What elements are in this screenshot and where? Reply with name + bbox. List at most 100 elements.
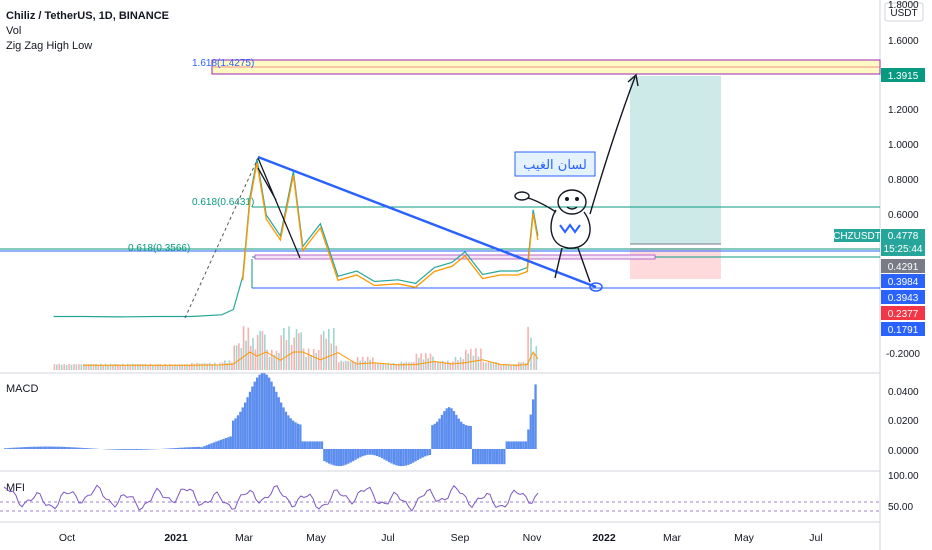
cartoon-drawing xyxy=(514,73,639,283)
macd-bar xyxy=(512,441,516,449)
macd-bar xyxy=(172,448,175,449)
volume-bar xyxy=(288,326,290,370)
date-tick: 2021 xyxy=(164,532,188,544)
volume-bar xyxy=(139,364,142,370)
stop-zone[interactable] xyxy=(630,248,721,279)
target-zone[interactable] xyxy=(630,76,721,244)
macd-tick: 0.0400 xyxy=(888,387,919,398)
descending-trendline[interactable] xyxy=(257,155,597,289)
volume-bar xyxy=(400,361,403,370)
mfi-line xyxy=(3,484,539,512)
volume-bar xyxy=(465,349,467,370)
volume-indicator-label[interactable]: Vol xyxy=(6,25,22,37)
macd-bar xyxy=(176,447,180,449)
macd-bar xyxy=(311,441,314,449)
macd-bar xyxy=(308,441,312,449)
volume-bar xyxy=(530,337,532,370)
volume-bar xyxy=(226,363,228,370)
symbol-badge-text: CHZUSDT xyxy=(833,231,881,242)
macd-bar xyxy=(119,449,122,450)
macd-bar xyxy=(371,449,374,455)
macd-bar xyxy=(128,449,132,450)
macd-bar xyxy=(479,449,482,465)
volume-bar xyxy=(283,327,285,370)
arabic-note-box[interactable] xyxy=(514,151,596,177)
macd-bar xyxy=(248,391,252,449)
volume-bar xyxy=(56,364,58,370)
macd-bar xyxy=(316,441,319,449)
volume-bar xyxy=(104,363,107,370)
volume-bar xyxy=(206,363,208,370)
currency-selector[interactable] xyxy=(884,2,924,22)
macd-bar xyxy=(404,449,408,466)
mfi-pane-label[interactable]: MFI xyxy=(6,482,25,494)
macd-bar xyxy=(354,449,357,460)
volume-bar xyxy=(247,327,250,370)
macd-bar xyxy=(112,449,115,450)
volume-bar xyxy=(495,361,497,370)
volume-bar xyxy=(492,362,495,370)
volume-bar xyxy=(408,362,410,370)
volume-bar xyxy=(515,364,517,370)
volume-bar xyxy=(256,335,259,370)
macd-bar xyxy=(503,449,506,465)
volume-bar xyxy=(392,362,395,370)
macd-bar xyxy=(20,447,24,449)
zigzag-indicator-label[interactable]: Zig Zag High Low xyxy=(6,40,93,52)
volume-bar xyxy=(268,356,271,370)
macd-bar xyxy=(11,447,14,449)
macd-bar xyxy=(64,446,67,449)
volume-bar xyxy=(87,364,90,370)
macd-bar xyxy=(256,377,259,449)
macd-bar xyxy=(488,449,492,465)
macd-bar xyxy=(280,402,283,449)
macd-bar xyxy=(224,438,228,449)
volume-bar xyxy=(183,364,186,370)
volume-bar xyxy=(152,364,154,370)
macd-bar xyxy=(140,449,144,450)
trendline-handle[interactable] xyxy=(589,282,603,292)
volume-bar xyxy=(335,345,338,370)
macd-bar xyxy=(320,441,324,449)
resistance-band[interactable] xyxy=(254,254,656,260)
volume-bar xyxy=(203,363,206,370)
macd-bar xyxy=(88,448,91,449)
macd-bar xyxy=(109,449,112,450)
macd-bar xyxy=(472,449,475,465)
volume-bar xyxy=(161,364,164,370)
macd-bar xyxy=(318,441,321,449)
volume-bar xyxy=(188,364,191,370)
macd-bar xyxy=(349,449,352,463)
macd-bar xyxy=(287,415,290,449)
volume-bar xyxy=(352,360,354,370)
macd-bar xyxy=(80,447,84,449)
macd-bar xyxy=(260,373,264,449)
volume-bar xyxy=(102,364,104,370)
volume-bar xyxy=(497,363,500,370)
volume-bar xyxy=(97,364,100,370)
symbol-badge[interactable] xyxy=(834,229,880,242)
stop-price-text: 0.2377 xyxy=(888,309,919,320)
macd-bar xyxy=(232,420,235,449)
volume-bar xyxy=(70,364,73,370)
macd-bar xyxy=(323,449,326,462)
volume-bar xyxy=(224,360,226,370)
date-tick: Oct xyxy=(59,532,75,544)
volume-bar xyxy=(221,362,224,370)
volume-bar xyxy=(90,364,92,370)
macd-bar xyxy=(306,441,309,449)
last-price-badge xyxy=(881,229,925,256)
macd-bar xyxy=(392,449,396,465)
volume-bar xyxy=(328,329,330,370)
volume-bar xyxy=(305,357,307,370)
macd-bar xyxy=(90,448,93,449)
volume-bar xyxy=(315,352,317,370)
macd-bar xyxy=(294,422,297,449)
macd-pane-label[interactable]: MACD xyxy=(6,383,39,395)
volume-bar xyxy=(482,361,485,370)
volume-bar xyxy=(320,334,322,370)
volume-bar xyxy=(235,345,238,370)
macd-bar xyxy=(505,441,508,449)
macd-bar xyxy=(124,449,127,450)
